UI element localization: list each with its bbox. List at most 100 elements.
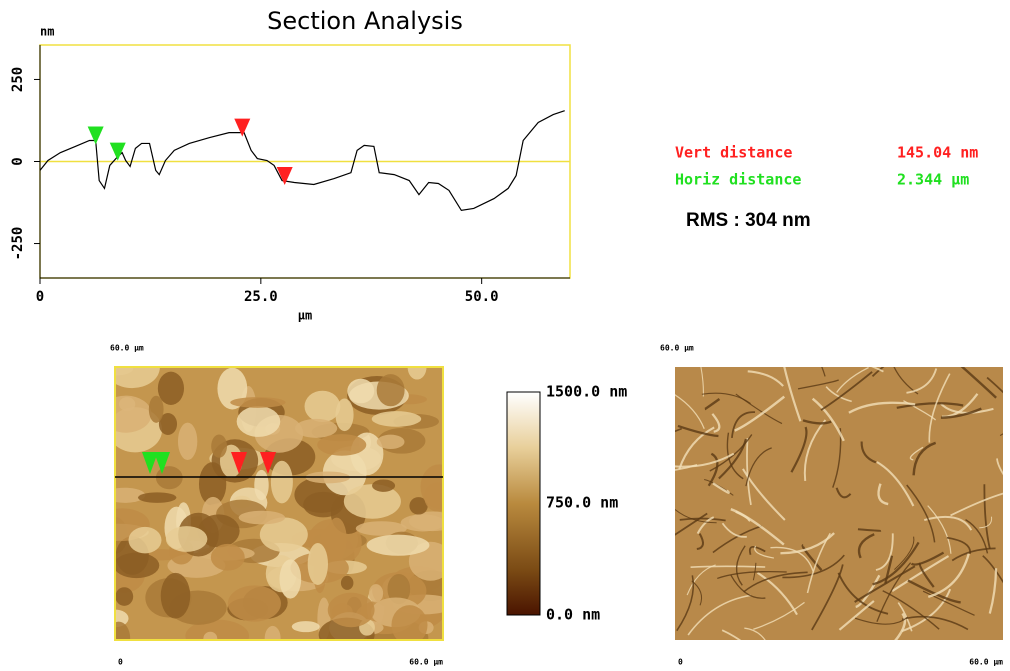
texture [279,559,302,599]
texture [854,616,909,625]
texture [940,407,982,419]
texture [927,505,952,554]
cursor-marker [87,126,104,145]
texture [756,571,798,616]
texture [924,515,973,531]
texture [983,484,991,550]
texture [836,367,869,393]
x-tick-label: 25.0 [244,289,278,305]
texture [210,543,245,571]
texture [343,484,401,519]
texture [115,487,146,503]
texture [922,590,975,616]
image-top-label: 60.0 µm [110,344,144,353]
profile-line [39,110,565,212]
texture [691,580,703,606]
texture [951,547,996,562]
color-bar-mid: 750.0 nm [546,494,618,512]
texture [912,441,937,476]
texture [780,532,835,555]
texture [803,419,827,482]
y-tick-label: -250 [10,227,26,261]
texture [711,413,721,433]
texture [115,621,131,640]
texture [960,367,997,399]
image-x-end: 60.0 µm [409,658,443,667]
texture [340,575,354,590]
texture [982,555,1003,584]
texture [717,570,787,580]
texture [797,379,839,390]
texture [259,517,308,552]
texture [752,562,757,581]
texture [355,521,407,536]
texture [115,367,160,389]
texture [790,426,808,473]
texture [876,461,915,507]
texture [376,374,405,407]
texture [730,508,785,546]
texture [424,482,443,512]
texture [875,533,894,571]
texture [986,376,1003,394]
image-x-start: 0 [118,658,123,667]
texture [860,441,877,464]
x-tick-label: 0 [36,289,44,305]
texture [368,584,384,603]
texture [677,424,719,438]
image-frame [114,366,444,641]
chart-title: Section Analysis [267,7,463,35]
texture [407,367,427,380]
texture [871,367,885,377]
texture [871,367,884,373]
texture [115,587,134,606]
texture [745,447,772,487]
image-cursors [142,452,276,474]
texture [783,367,802,422]
texture [753,601,805,630]
horiz-value: 2.344 µm [897,171,969,189]
texture [896,402,964,409]
texture [721,629,742,640]
texture [754,545,775,559]
texture [160,572,191,619]
texture [857,528,882,532]
texture [712,482,730,494]
texture [835,487,852,499]
texture [821,367,826,377]
texture [802,419,832,425]
texture [909,446,924,461]
texture [749,546,766,555]
texture [115,395,152,433]
texture [801,544,823,571]
y-axis-label: nm [40,25,54,39]
texture [882,590,940,630]
texture [254,469,269,501]
texture [910,551,945,566]
texture [707,452,719,487]
x-tick-label: 50.0 [465,289,499,305]
texture [704,397,721,411]
texture [894,612,907,640]
texture [371,411,422,427]
x-axis-label: µm [298,309,312,323]
texture [128,526,162,554]
texture [742,468,786,521]
color-bar [506,391,541,616]
image-x-end: 60.0 µm [969,658,1003,667]
texture [901,615,969,631]
height-image [115,367,443,640]
texture [687,594,751,636]
texture [744,627,766,640]
texture [747,370,784,387]
cursor-marker [234,118,251,137]
texture [679,517,726,522]
texture [675,512,708,536]
texture [825,386,852,403]
texture [848,401,916,414]
texture [317,434,367,456]
texture [730,574,766,599]
texture [928,373,951,443]
texture [675,452,735,468]
texture [303,491,344,518]
